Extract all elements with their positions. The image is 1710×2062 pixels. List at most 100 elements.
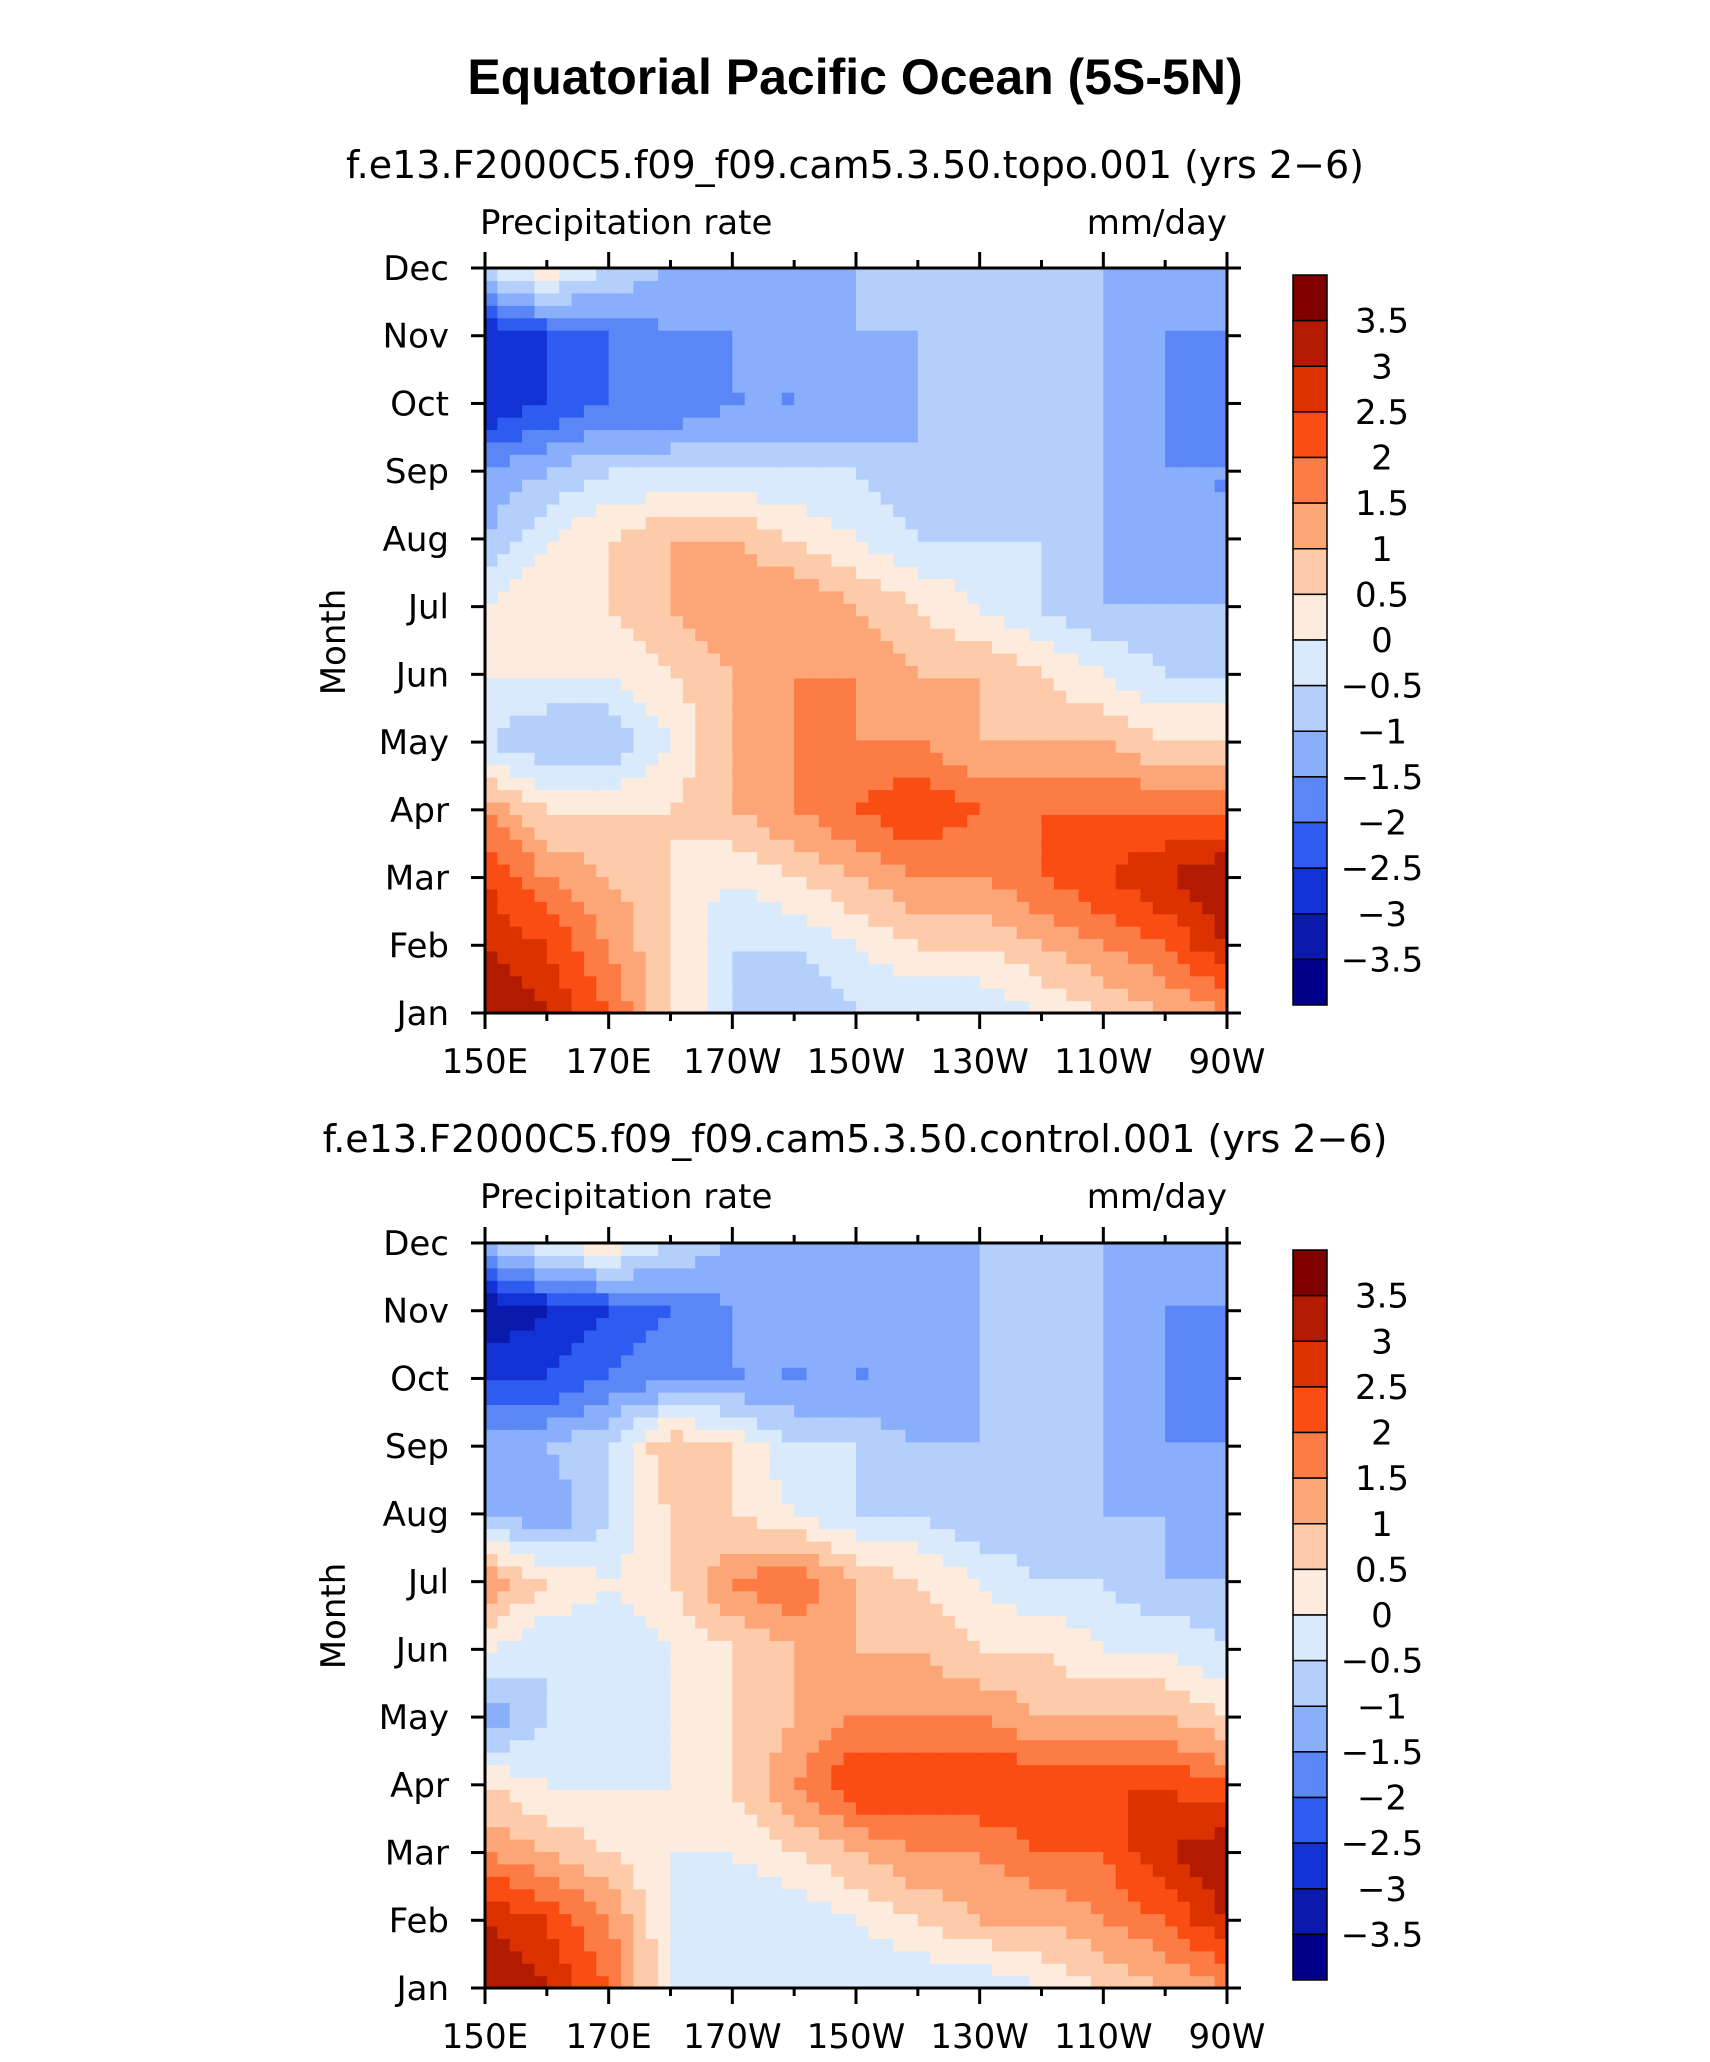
heatmap-cell	[967, 342, 981, 356]
heatmap-cell	[880, 1963, 894, 1977]
x-tick-label: 170W	[683, 1042, 782, 1082]
heatmap-cell	[967, 752, 981, 766]
heatmap-cell	[546, 963, 560, 977]
heatmap-cell	[546, 1000, 560, 1014]
heatmap-cell	[732, 1814, 746, 1828]
heatmap-cell	[1140, 317, 1154, 331]
heatmap-cell	[596, 752, 610, 766]
heatmap-cell	[596, 814, 610, 828]
heatmap-cell	[1128, 429, 1142, 443]
heatmap-cell	[682, 590, 696, 604]
heatmap-cell	[732, 1963, 746, 1977]
heatmap-cell	[670, 777, 684, 791]
heatmap-cell	[658, 739, 672, 753]
heatmap-cell	[645, 814, 659, 828]
heatmap-cell	[583, 938, 597, 952]
heatmap-cell	[992, 1876, 1005, 1890]
heatmap-cell	[893, 727, 907, 741]
heatmap-cell	[757, 1801, 771, 1815]
heatmap-cell	[485, 392, 498, 406]
heatmap-cell	[769, 1826, 783, 1840]
heatmap-cell	[1029, 901, 1043, 915]
heatmap-cell	[583, 1789, 597, 1803]
heatmap-cell	[1115, 528, 1129, 542]
heatmap-cell	[979, 1776, 993, 1790]
heatmap-cell	[1016, 777, 1030, 791]
heatmap-cell	[1189, 354, 1203, 368]
heatmap-cell	[905, 1888, 919, 1902]
heatmap-cell	[522, 317, 536, 331]
heatmap-cell	[781, 615, 795, 629]
heatmap-cell	[967, 1814, 981, 1828]
heatmap-cell	[1103, 1801, 1117, 1815]
heatmap-cell	[1115, 280, 1129, 294]
heatmap-cell	[967, 1963, 981, 1977]
heatmap-cell	[930, 839, 944, 853]
heatmap-cell	[1140, 715, 1154, 729]
heatmap-cell	[658, 491, 672, 505]
heatmap-cell	[682, 503, 696, 517]
heatmap-cell	[534, 342, 548, 356]
heatmap-cell	[1115, 826, 1129, 840]
heatmap-cell	[608, 938, 622, 952]
heatmap-cell	[621, 1839, 634, 1853]
heatmap-cell	[719, 516, 733, 530]
heatmap-cell	[596, 727, 610, 741]
heatmap-cell	[1165, 739, 1179, 753]
heatmap-cell	[1214, 851, 1228, 865]
heatmap-cell	[583, 913, 597, 927]
heatmap-cell	[954, 1814, 968, 1828]
heatmap-cell	[732, 429, 746, 443]
heatmap-cell	[831, 342, 845, 356]
heatmap-cell	[658, 367, 672, 381]
heatmap-cell	[1053, 764, 1067, 778]
heatmap-cell	[769, 1851, 783, 1865]
heatmap-cell	[868, 1863, 882, 1877]
heatmap-cell	[1103, 280, 1117, 294]
heatmap-cell	[509, 839, 523, 853]
heatmap-cell	[719, 851, 733, 865]
heatmap-cell	[979, 1826, 993, 1840]
heatmap-cell	[571, 553, 585, 567]
heatmap-cell	[831, 913, 845, 927]
heatmap-cell	[1214, 839, 1228, 853]
heatmap-cell	[769, 963, 783, 977]
heatmap-cell	[534, 491, 548, 505]
heatmap-cell	[608, 305, 622, 319]
heatmap-cell	[596, 628, 610, 642]
heatmap-cell	[1090, 280, 1104, 294]
heatmap-cell	[1090, 963, 1104, 977]
heatmap-cell	[1165, 814, 1179, 828]
heatmap-cell	[942, 1913, 956, 1927]
heatmap-cell	[1140, 913, 1154, 927]
heatmap-cell	[621, 280, 634, 294]
heatmap-cell	[1066, 975, 1080, 989]
colorbar-box	[1292, 684, 1328, 732]
heatmap-cell	[608, 640, 622, 654]
heatmap-cell	[806, 715, 820, 729]
heatmap-cell	[794, 814, 808, 828]
heatmap-cell	[1140, 938, 1154, 952]
heatmap-cell	[583, 727, 597, 741]
heatmap-cell	[522, 392, 536, 406]
heatmap-cell	[794, 1814, 808, 1828]
heatmap-cell	[1128, 491, 1142, 505]
heatmap-cell	[534, 950, 548, 964]
heatmap-cell	[794, 1000, 808, 1014]
heatmap-cell	[1016, 553, 1030, 567]
colorbar-box	[1292, 639, 1328, 687]
heatmap-cell	[954, 715, 968, 729]
heatmap-cell	[967, 715, 981, 729]
heatmap-cell	[497, 503, 511, 517]
heatmap-cell	[769, 1776, 783, 1790]
heatmap-cell	[732, 603, 746, 617]
heatmap-cell	[856, 1851, 869, 1865]
heatmap-cell	[658, 280, 672, 294]
heatmap-cell	[831, 727, 845, 741]
heatmap-cell	[1090, 1863, 1104, 1877]
heatmap-cell	[917, 1888, 931, 1902]
heatmap-cell	[658, 1814, 672, 1828]
heatmap-cell	[979, 441, 993, 455]
heatmap-cell	[1214, 950, 1228, 964]
colorbar-label: 0.5	[1355, 575, 1409, 615]
